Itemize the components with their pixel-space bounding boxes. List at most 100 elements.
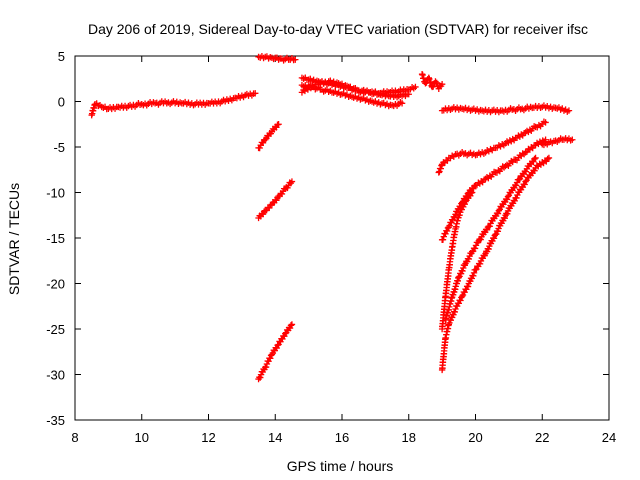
x-tick-label: 12 xyxy=(201,430,215,445)
data-points xyxy=(88,52,576,383)
data-point xyxy=(503,161,511,169)
y-axis-ticks: 5 0 -5 -10 -15 -20 -25 -30 -35 xyxy=(46,49,609,428)
x-tick-label: 10 xyxy=(135,430,149,445)
data-point xyxy=(544,155,551,163)
x-axis-ticks: 8 10 12 14 16 18 20 22 24 xyxy=(71,56,616,445)
data-point xyxy=(274,341,281,349)
data-point xyxy=(494,210,502,217)
data-point xyxy=(256,144,263,152)
data-point xyxy=(504,210,511,218)
data-point xyxy=(495,207,503,214)
y-tick-label: -35 xyxy=(46,413,65,428)
data-point xyxy=(437,165,444,172)
data-point xyxy=(521,181,528,188)
data-point xyxy=(273,197,280,204)
data-point xyxy=(275,121,282,128)
data-point xyxy=(478,178,485,185)
series-arc-5 xyxy=(255,321,296,383)
series-arc-2 xyxy=(255,52,299,64)
data-point xyxy=(470,269,478,277)
data-point xyxy=(503,196,511,203)
series-arc-13 xyxy=(438,189,476,333)
data-point xyxy=(513,194,520,202)
y-tick-label: -20 xyxy=(46,277,65,292)
data-point xyxy=(531,155,538,163)
data-point xyxy=(398,100,406,107)
data-point xyxy=(456,211,463,219)
x-tick-label: 16 xyxy=(335,430,349,445)
data-point xyxy=(435,169,442,176)
series-arc-11 xyxy=(435,118,549,176)
data-point xyxy=(262,363,270,371)
data-point xyxy=(565,107,573,114)
y-tick-label: -15 xyxy=(46,231,65,246)
data-point xyxy=(459,267,466,275)
data-point xyxy=(273,344,280,352)
data-point xyxy=(504,193,512,200)
data-point xyxy=(531,167,538,174)
data-point xyxy=(462,198,469,205)
x-tick-label: 8 xyxy=(71,430,78,445)
data-point xyxy=(526,126,534,133)
data-point xyxy=(282,330,289,337)
data-point xyxy=(486,223,493,230)
data-point xyxy=(288,178,296,185)
x-tick-label: 20 xyxy=(468,430,482,445)
series-arc-15 xyxy=(442,154,539,324)
x-tick-label: 18 xyxy=(402,430,416,445)
x-axis-label: GPS time / hours xyxy=(287,458,394,474)
data-point xyxy=(268,351,276,358)
data-point xyxy=(522,168,530,175)
series-arc-4 xyxy=(255,178,296,222)
y-tick-label: -30 xyxy=(46,368,65,383)
data-point xyxy=(519,150,526,157)
data-point xyxy=(470,272,477,280)
data-point xyxy=(438,81,446,88)
data-point xyxy=(287,322,295,329)
chart-title: Day 206 of 2019, Sidereal Day-to-day VTE… xyxy=(88,21,588,37)
data-point xyxy=(530,158,537,165)
data-point xyxy=(509,135,516,143)
data-point xyxy=(436,168,443,175)
data-point xyxy=(439,236,447,243)
data-point xyxy=(501,214,508,222)
data-point xyxy=(438,162,445,169)
data-point xyxy=(455,273,463,281)
data-point xyxy=(545,154,553,162)
data-point xyxy=(486,172,494,179)
y-tick-label: -25 xyxy=(46,322,65,337)
data-point xyxy=(422,80,429,87)
data-point xyxy=(495,167,502,174)
data-point xyxy=(262,136,269,143)
data-point xyxy=(252,90,259,97)
data-point xyxy=(433,79,440,87)
data-point xyxy=(432,78,439,85)
data-point xyxy=(457,297,464,304)
data-point xyxy=(464,283,472,290)
y-tick-label: 5 xyxy=(58,49,65,64)
data-point xyxy=(485,245,492,253)
series-arc-16 xyxy=(539,135,576,149)
data-point xyxy=(522,178,529,185)
data-point xyxy=(490,235,498,242)
data-point xyxy=(292,56,299,63)
data-point xyxy=(476,260,484,268)
data-point xyxy=(532,154,539,162)
series-arc-1 xyxy=(88,90,259,119)
y-tick-label: -5 xyxy=(53,140,65,155)
data-point xyxy=(471,245,479,252)
series-arc-10 xyxy=(438,102,573,116)
data-point xyxy=(412,83,419,91)
data-point xyxy=(569,136,576,143)
data-point xyxy=(443,227,451,235)
data-point xyxy=(518,131,525,138)
data-point xyxy=(468,189,476,196)
data-point xyxy=(515,176,523,183)
data-point xyxy=(472,266,479,274)
data-point xyxy=(512,182,520,189)
x-tick-label: 14 xyxy=(268,430,282,445)
series-arc-14 xyxy=(438,154,553,374)
data-point xyxy=(530,123,538,130)
data-point xyxy=(458,293,466,300)
